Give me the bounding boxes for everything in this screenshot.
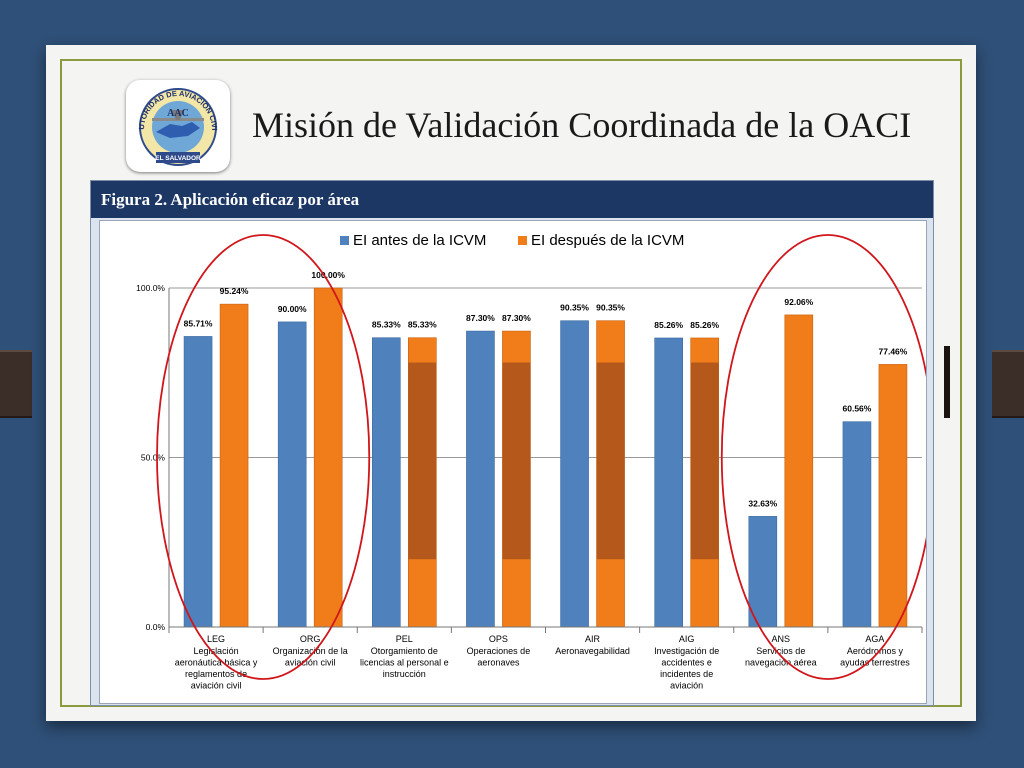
x-category-code: PEL <box>396 634 413 644</box>
data-label: 95.24% <box>220 286 249 296</box>
y-tick-label: 0.0% <box>146 622 166 632</box>
logo-text-center: AAC <box>167 108 189 119</box>
logo-text-bottom: EL SALVADOR <box>155 155 201 162</box>
x-category-label: aeronaves <box>477 658 520 668</box>
slide-title: Misión de Validación Coordinada de la OA… <box>252 105 912 145</box>
data-label: 100.00% <box>311 270 345 280</box>
x-category-label: navegación aérea <box>745 658 817 668</box>
data-label: 60.56% <box>843 404 872 414</box>
binder-strap-right <box>992 350 1024 418</box>
figure-header: Figura 2. Aplicación eficaz por área <box>91 181 933 218</box>
x-category-label: Investigación de <box>654 646 719 656</box>
figure-panel: Figura 2. Aplicación eficaz por área 0.0… <box>90 180 934 706</box>
x-category-label: Operaciones de <box>467 646 531 656</box>
data-label: 77.46% <box>879 346 908 356</box>
x-category-label: accidentes e <box>661 658 712 668</box>
slide-frame <box>60 59 962 707</box>
x-category-label: aviación civil <box>285 658 336 668</box>
x-category-label: aviación civil <box>191 681 242 691</box>
bar-after-band-ops <box>502 362 531 560</box>
y-tick-label: 50.0% <box>141 453 166 463</box>
data-label: 85.26% <box>690 320 719 330</box>
data-label: 90.00% <box>278 304 307 314</box>
x-category-code: ORG <box>300 634 321 644</box>
bar-after-band-air <box>596 362 625 560</box>
data-label: 32.63% <box>748 498 777 508</box>
bar-after-band-pel <box>408 362 437 560</box>
x-category-label: incidentes de <box>660 669 713 679</box>
binder-clip-right <box>944 346 950 418</box>
x-category-label: Otorgamiento de <box>371 646 438 656</box>
x-category-label: aviación <box>670 681 703 691</box>
bar-before-aig <box>654 337 683 628</box>
bar-after-band-aig <box>690 362 719 560</box>
legend-label-after: EI después de la ICVM <box>531 232 684 249</box>
x-category-code: LEG <box>207 634 225 644</box>
x-category-code: ANS <box>772 634 791 644</box>
bar-before-ops <box>466 330 495 628</box>
data-label: 87.30% <box>466 313 495 323</box>
x-category-label: instrucción <box>383 669 426 679</box>
aac-logo: AUTORIDAD DE AVIACION CIVIL AAC EL SALVA… <box>126 80 230 172</box>
x-category-label: reglamentos de <box>185 669 247 679</box>
data-label: 90.35% <box>596 303 625 313</box>
bar-after-org <box>313 287 343 628</box>
legend-label-before: EI antes de la ICVM <box>353 232 486 249</box>
x-category-label: Aeródromos y <box>847 646 904 656</box>
x-category-label: ayudas terrestres <box>840 658 910 668</box>
bar-before-air <box>560 320 589 628</box>
x-category-label: Aeronavegabilidad <box>555 646 630 656</box>
figure-title: Figura 2. Aplicación eficaz por área <box>101 190 360 209</box>
data-label: 85.71% <box>184 318 213 328</box>
data-label: 90.35% <box>560 303 589 313</box>
x-category-code: OPS <box>489 634 508 644</box>
x-category-code: AIR <box>585 634 601 644</box>
x-category-label: aeronáutica básica y <box>175 658 258 668</box>
chart-area: 0.0% 50.0% 100.0% 85.71% 95.24% LEG Legislació… <box>99 220 927 704</box>
bar-after-aga <box>878 364 908 628</box>
highlight-ellipse-2 <box>720 234 926 680</box>
x-category-code: AGA <box>865 634 884 644</box>
bar-after-leg <box>219 303 249 628</box>
bar-before-ans <box>748 516 778 628</box>
highlight-ellipse-1 <box>156 234 371 680</box>
data-label: 92.06% <box>784 297 813 307</box>
bar-before-pel <box>372 337 401 628</box>
legend-swatch-before <box>340 236 349 245</box>
x-category-label: licencias al personal e <box>360 658 449 668</box>
bar-after-ans <box>784 314 814 628</box>
data-label: 85.26% <box>654 320 683 330</box>
x-category-label: Legislación <box>194 646 239 656</box>
bar-before-leg <box>183 336 213 628</box>
data-label: 85.33% <box>372 320 401 330</box>
binder-strap-left <box>0 350 32 418</box>
bar-before-org <box>277 321 307 628</box>
legend-swatch-after <box>518 236 527 245</box>
data-label: 87.30% <box>502 313 531 323</box>
y-tick-label: 100.0% <box>136 283 165 293</box>
bar-chart: 0.0% 50.0% 100.0% 85.71% 95.24% LEG Legislació… <box>136 232 926 691</box>
x-category-code: AIG <box>679 634 695 644</box>
x-category-label: Organización de la <box>273 646 348 656</box>
x-category-label: Servicios de <box>756 646 805 656</box>
data-label: 85.33% <box>408 320 437 330</box>
bar-before-aga <box>842 421 872 628</box>
